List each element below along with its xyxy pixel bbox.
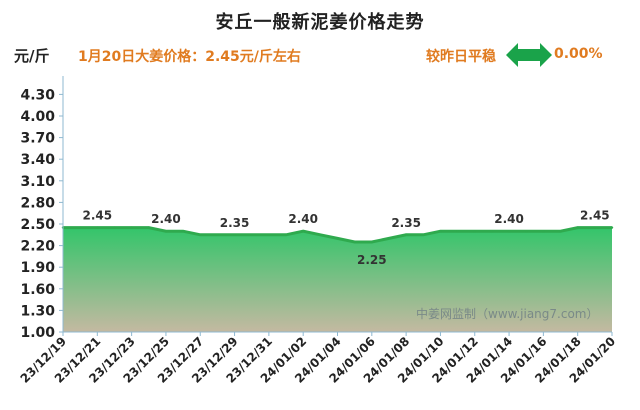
data-point [610, 226, 614, 229]
data-point [542, 230, 545, 233]
y-tick-label: 3.40 [20, 152, 55, 168]
data-point [78, 226, 82, 229]
data-point [250, 233, 253, 236]
data-point [456, 230, 459, 233]
y-tick-label: 1.30 [20, 303, 55, 319]
area-fill [63, 227, 612, 332]
y-tick-label: 1.90 [20, 260, 55, 276]
data-point [422, 233, 425, 236]
data-point [336, 237, 339, 240]
change-percent: 0.00% [554, 46, 603, 62]
data-point [301, 230, 305, 233]
data-label: 2.40 [151, 212, 181, 226]
data-point [164, 230, 168, 233]
y-tick-label: 2.20 [20, 239, 55, 255]
data-point [319, 233, 322, 236]
data-point [130, 226, 133, 229]
data-point [559, 230, 562, 233]
data-point [199, 233, 202, 236]
data-point [181, 230, 185, 233]
y-tick-label: 3.70 [20, 131, 55, 147]
y-tick-label: 2.50 [20, 217, 55, 233]
data-point [507, 230, 511, 233]
data-point [387, 237, 391, 240]
data-point [353, 240, 356, 244]
data-point [593, 226, 597, 229]
data-point [96, 226, 99, 229]
data-point [370, 240, 374, 244]
data-point [267, 233, 271, 236]
data-point [525, 230, 528, 233]
data-point [576, 226, 579, 229]
data-label: 2.40 [288, 212, 318, 226]
y-tick-label: 4.30 [20, 87, 55, 103]
data-point [233, 233, 236, 236]
data-point [216, 233, 219, 236]
data-point [473, 230, 476, 233]
data-point [404, 233, 408, 236]
data-point [147, 226, 150, 229]
data-label: 2.40 [494, 212, 524, 226]
data-label: 2.45 [83, 209, 113, 223]
y-tick-label: 1.60 [20, 282, 55, 298]
data-label: 2.35 [220, 216, 250, 230]
unit-label: 元/斤 [14, 47, 50, 65]
data-label: 2.45 [580, 209, 610, 223]
data-point [113, 226, 116, 229]
data-point [284, 233, 288, 236]
data-label: 2.25 [357, 253, 387, 267]
compare-label: 较昨日平稳 [426, 49, 496, 65]
chart-title: 安丘一般新泥姜价格走势 [215, 12, 425, 33]
y-tick-label: 3.10 [20, 174, 55, 190]
data-point [439, 230, 442, 233]
y-tick-label: 1.00 [20, 325, 55, 341]
data-point [490, 230, 494, 233]
double-arrow-left-right-icon [506, 43, 552, 67]
y-tick-label: 2.80 [20, 195, 55, 211]
data-label: 2.35 [391, 216, 421, 230]
price-summary: 1月20日大姜价格：2.45元/斤左右 [78, 49, 301, 65]
watermark-text: 中姜网监制（www.jiang7.com） [416, 306, 598, 321]
y-tick-label: 4.00 [20, 109, 55, 125]
